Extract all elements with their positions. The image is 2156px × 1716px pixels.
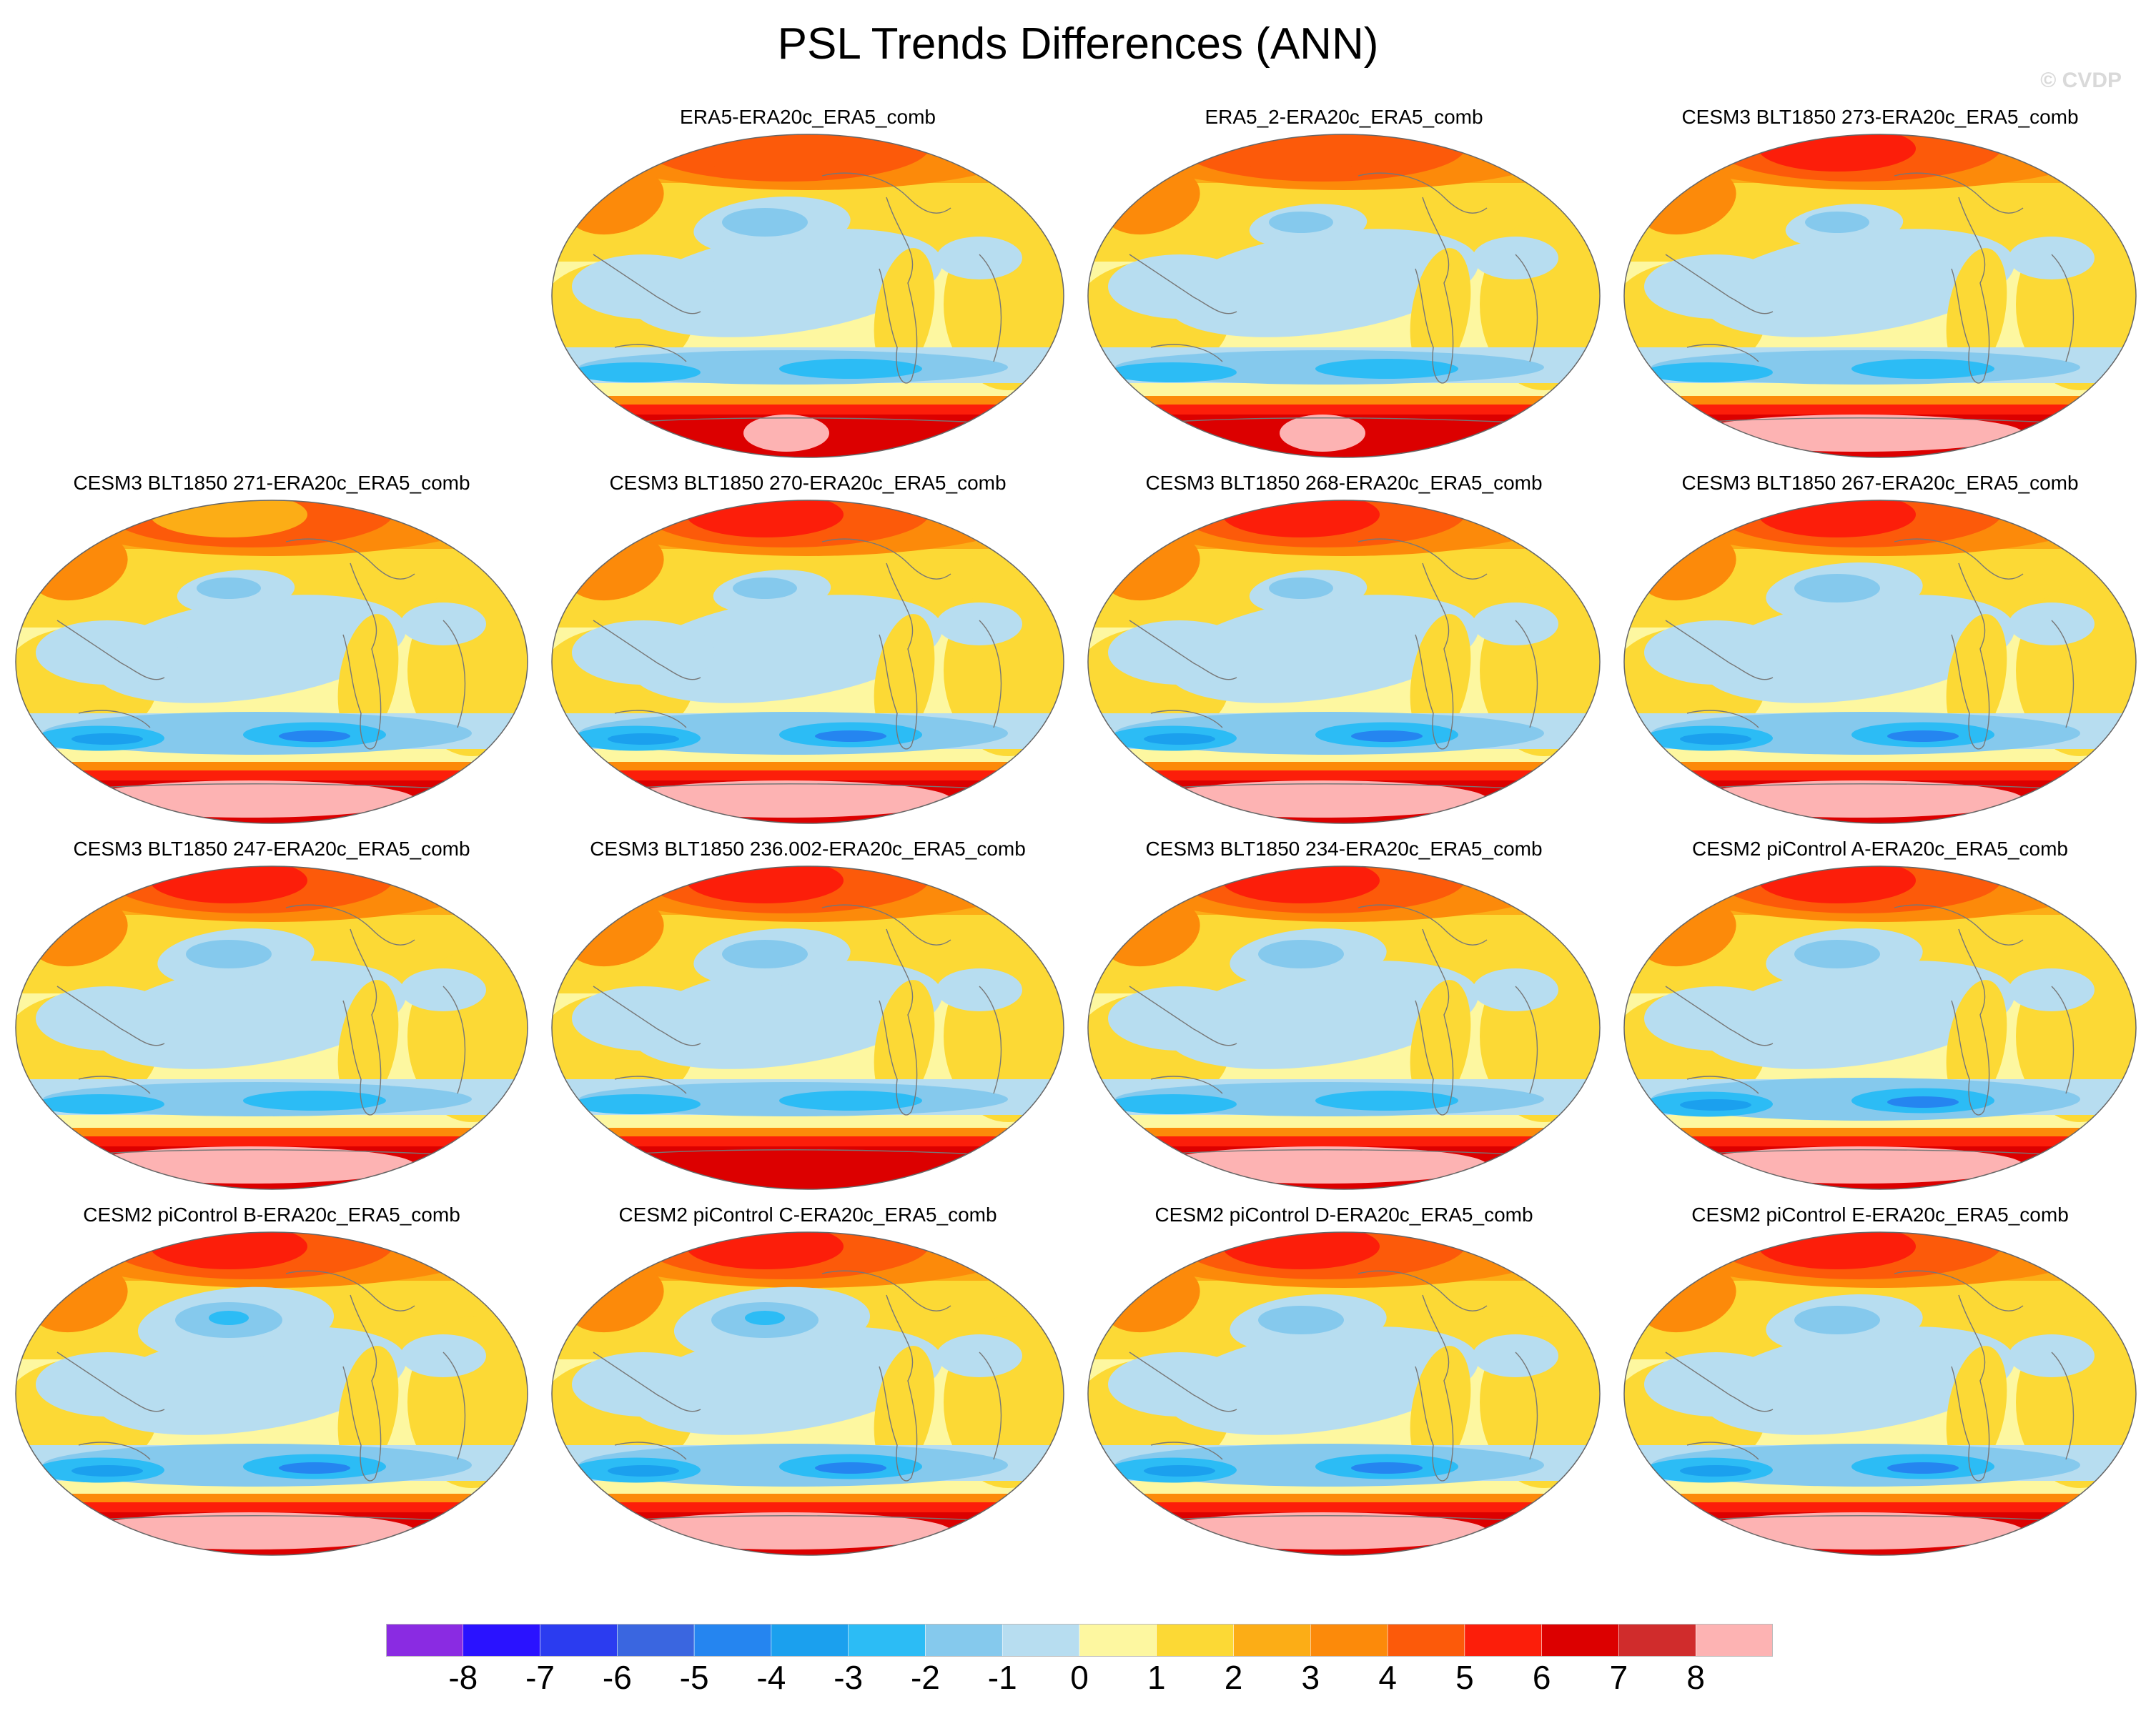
page-title: PSL Trends Differences (ANN) — [777, 19, 1379, 69]
map-panel: CESM3 BLT1850 273-ERA20c_ERA5_comb — [1616, 106, 2145, 472]
colorbar-swatch — [1618, 1624, 1696, 1657]
robinson-map — [551, 500, 1064, 824]
colorbar-tick-label: 2 — [1224, 1659, 1243, 1696]
colorbar-tick-label: 5 — [1455, 1659, 1474, 1696]
colorbar-swatch — [1541, 1624, 1619, 1657]
panel-title: CESM2 piControl C-ERA20c_ERA5_comb — [618, 1204, 997, 1226]
robinson-map — [15, 500, 528, 824]
colorbar-tick-label: -7 — [525, 1659, 555, 1696]
robinson-map — [1087, 500, 1601, 824]
colorbar-swatch — [1695, 1624, 1773, 1657]
robinson-map — [1623, 134, 2137, 458]
panel-title: CESM3 BLT1850 271-ERA20c_ERA5_comb — [73, 472, 470, 494]
colorbar — [386, 1624, 1773, 1657]
colorbar-tick-label: 0 — [1070, 1659, 1089, 1696]
panel-title: ERA5-ERA20c_ERA5_comb — [680, 106, 936, 128]
map-panel: CESM3 BLT1850 271-ERA20c_ERA5_comb — [7, 472, 536, 838]
colorbar-swatch — [1387, 1624, 1465, 1657]
colorbar-tick-label: -5 — [679, 1659, 709, 1696]
colorbar-tick-label: 1 — [1147, 1659, 1166, 1696]
map-panel: CESM3 BLT1850 247-ERA20c_ERA5_comb — [7, 838, 536, 1204]
robinson-map — [15, 1231, 528, 1556]
colorbar-tick-label: 7 — [1609, 1659, 1628, 1696]
panel-title: CESM3 BLT1850 267-ERA20c_ERA5_comb — [1681, 472, 2079, 494]
panel-title: ERA5_2-ERA20c_ERA5_comb — [1205, 106, 1483, 128]
panel-title: CESM3 BLT1850 273-ERA20c_ERA5_comb — [1681, 106, 2079, 128]
panel-title: CESM2 piControl A-ERA20c_ERA5_comb — [1691, 838, 2068, 860]
colorbar-tick-label: 4 — [1378, 1659, 1397, 1696]
map-panel: CESM2 piControl D-ERA20c_ERA5_comb — [1079, 1204, 1608, 1569]
map-panel: CESM3 BLT1850 268-ERA20c_ERA5_comb — [1079, 472, 1608, 838]
robinson-map — [1087, 1231, 1601, 1556]
colorbar-tick-label: 6 — [1532, 1659, 1551, 1696]
robinson-map — [1623, 500, 2137, 824]
panel-title: CESM2 piControl E-ERA20c_ERA5_comb — [1691, 1204, 2069, 1226]
robinson-map — [1623, 866, 2137, 1190]
map-panel: CESM3 BLT1850 270-ERA20c_ERA5_comb — [543, 472, 1072, 838]
map-panel: ERA5-ERA20c_ERA5_comb — [543, 106, 1072, 472]
colorbar-swatch — [386, 1624, 464, 1657]
colorbar-tick-label: -8 — [448, 1659, 478, 1696]
colorbar-tick-label: 3 — [1301, 1659, 1320, 1696]
map-panel: ERA5_2-ERA20c_ERA5_comb — [1079, 106, 1608, 472]
panel-title: CESM2 piControl B-ERA20c_ERA5_comb — [83, 1204, 460, 1226]
map-panel: CESM2 piControl A-ERA20c_ERA5_comb — [1616, 838, 2145, 1204]
colorbar-tick-label: -1 — [987, 1659, 1017, 1696]
colorbar-swatch — [848, 1624, 926, 1657]
robinson-map — [551, 866, 1064, 1190]
colorbar-swatch — [463, 1624, 540, 1657]
robinson-map — [1087, 134, 1601, 458]
panel-title: CESM3 BLT1850 234-ERA20c_ERA5_comb — [1145, 838, 1543, 860]
colorbar-swatch — [1079, 1624, 1157, 1657]
watermark: © CVDP — [2040, 69, 2122, 92]
colorbar-swatch — [693, 1624, 772, 1657]
colorbar-tick-label: -4 — [756, 1659, 786, 1696]
colorbar-swatch — [1156, 1624, 1234, 1657]
colorbar-swatch — [1464, 1624, 1542, 1657]
colorbar-tick-label: -6 — [602, 1659, 632, 1696]
colorbar-tick-label: -2 — [910, 1659, 940, 1696]
map-panel: CESM3 BLT1850 234-ERA20c_ERA5_comb — [1079, 838, 1608, 1204]
colorbar-swatch — [771, 1624, 849, 1657]
panel-title: CESM3 BLT1850 268-ERA20c_ERA5_comb — [1145, 472, 1543, 494]
colorbar-swatch — [1002, 1624, 1080, 1657]
robinson-map — [1623, 1231, 2137, 1556]
map-panel: CESM2 piControl C-ERA20c_ERA5_comb — [543, 1204, 1072, 1569]
colorbar-swatch — [1310, 1624, 1388, 1657]
colorbar-tick-label: 8 — [1686, 1659, 1706, 1696]
colorbar-swatch — [617, 1624, 695, 1657]
colorbar-swatch — [925, 1624, 1003, 1657]
robinson-map — [551, 134, 1064, 458]
map-panel: CESM2 piControl E-ERA20c_ERA5_comb — [1616, 1204, 2145, 1569]
panel-title: CESM3 BLT1850 270-ERA20c_ERA5_comb — [609, 472, 1007, 494]
colorbar-swatch — [540, 1624, 618, 1657]
robinson-map — [15, 866, 528, 1190]
panel-title: CESM3 BLT1850 247-ERA20c_ERA5_comb — [73, 838, 470, 860]
map-panel: CESM3 BLT1850 267-ERA20c_ERA5_comb — [1616, 472, 2145, 838]
panel-title: CESM3 BLT1850 236.002-ERA20c_ERA5_comb — [590, 838, 1026, 860]
robinson-map — [551, 1231, 1064, 1556]
robinson-map — [1087, 866, 1601, 1190]
map-panel: CESM3 BLT1850 236.002-ERA20c_ERA5_comb — [543, 838, 1072, 1204]
map-panel: CESM2 piControl B-ERA20c_ERA5_comb — [7, 1204, 536, 1569]
colorbar-tick-label: -3 — [834, 1659, 864, 1696]
panel-title: CESM2 piControl D-ERA20c_ERA5_comb — [1154, 1204, 1533, 1226]
colorbar-swatch — [1233, 1624, 1311, 1657]
